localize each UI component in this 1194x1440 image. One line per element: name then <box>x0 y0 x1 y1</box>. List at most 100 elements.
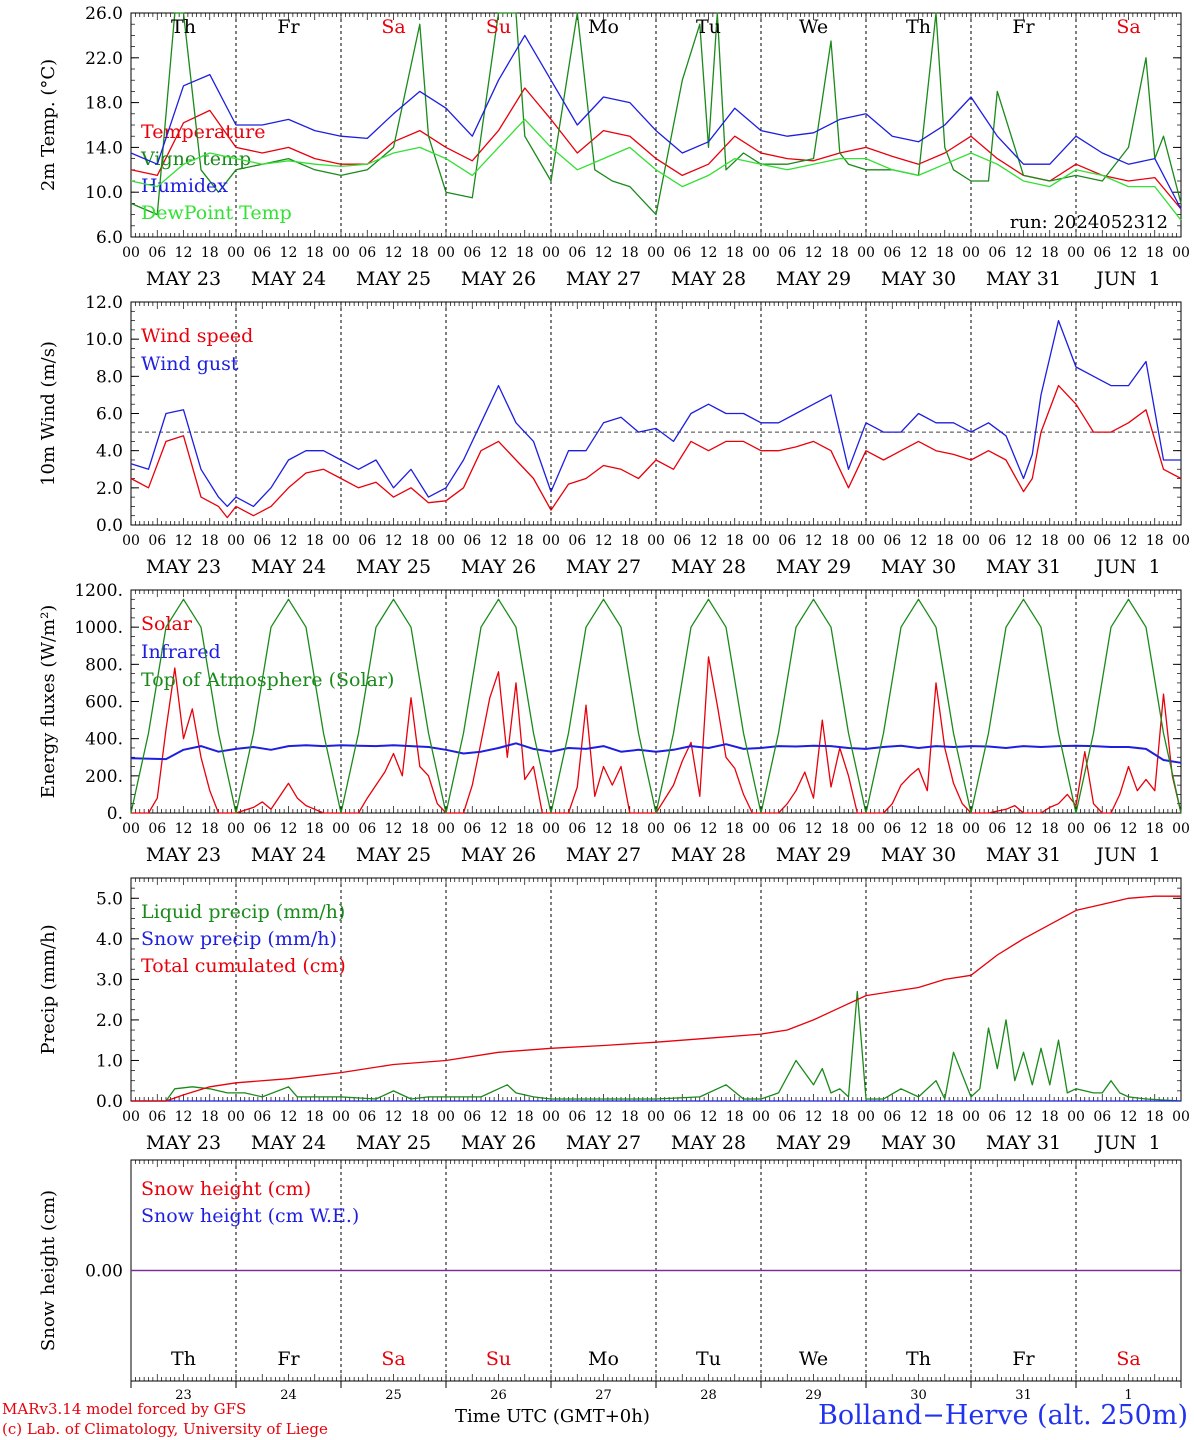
date-label: MAY 26 <box>461 844 536 866</box>
hour-tick-label: 18 <box>306 1109 324 1125</box>
hour-tick-label: 12 <box>910 821 928 837</box>
hour-tick-label: 12 <box>385 1109 403 1125</box>
hour-tick-label: 12 <box>805 245 823 261</box>
hour-tick-label: 18 <box>306 245 324 261</box>
hour-tick-label: 12 <box>1015 1109 1033 1125</box>
hour-tick-label: 00 <box>227 245 245 261</box>
hour-tick-label: 18 <box>1146 1109 1164 1125</box>
hour-tick-label: 18 <box>726 245 744 261</box>
weekday-label: Fr <box>1012 16 1035 38</box>
hour-tick-label: 12 <box>700 1109 718 1125</box>
y-tick-label: 14.0 <box>85 138 123 158</box>
legend-entry: Top of Atmosphere (Solar) <box>141 669 394 691</box>
run-label: run: 2024052312 <box>1010 212 1168 233</box>
series-line-humidex <box>130 34 1182 210</box>
legend-entry: Wind speed <box>141 325 253 347</box>
date-label: JUN 1 <box>1094 268 1160 290</box>
precip-panel: 0.0 1.0 2.0 3.0 4.0 5.0 Precip (mm/h) Liquid pr… <box>38 877 1190 1154</box>
weekday-label: Su <box>486 1348 511 1370</box>
hour-tick-label: 00 <box>122 245 140 261</box>
hour-tick-label: 00 <box>647 533 665 549</box>
hour-tick-label: 06 <box>1093 245 1111 261</box>
hour-tick-label: 06 <box>358 245 376 261</box>
hour-tick-label: 00 <box>752 533 770 549</box>
hour-tick-label: 18 <box>831 245 849 261</box>
hour-tick-label: 12 <box>805 1109 823 1125</box>
hour-tick-label: 12 <box>280 533 298 549</box>
y-tick-label: 6.0 <box>96 228 123 248</box>
weekday-label: Th <box>171 16 196 38</box>
date-label: MAY 30 <box>881 268 956 290</box>
hour-tick-label: 06 <box>358 821 376 837</box>
hour-tick-label: 00 <box>332 1109 350 1125</box>
hour-tick-label: 00 <box>1172 1109 1190 1125</box>
date-label: MAY 26 <box>461 556 536 578</box>
weekday-label: Fr <box>1012 1348 1035 1370</box>
hour-tick-label: 18 <box>726 533 744 549</box>
hour-tick-label: 12 <box>1015 821 1033 837</box>
date-label: MAY 25 <box>356 268 431 290</box>
hour-tick-label: 12 <box>1120 1109 1138 1125</box>
hour-tick-label: 12 <box>490 1109 508 1125</box>
hour-tick-label: 00 <box>1172 821 1190 837</box>
legend-entry: Wind gust <box>141 353 239 375</box>
hour-tick-label: 00 <box>1172 533 1190 549</box>
y-tick-label: 4.0 <box>96 442 123 462</box>
energy-flux-panel: 0. 200. 400. 600. 800. 1000. 1200. Energy fluxe… <box>38 581 1190 866</box>
hour-tick-label: 18 <box>516 821 534 837</box>
hour-tick-label: 06 <box>148 533 166 549</box>
day-number-label: 31 <box>1015 1388 1032 1403</box>
hour-tick-label: 00 <box>122 1109 140 1125</box>
hour-tick-label: 18 <box>726 1109 744 1125</box>
weekday-label: We <box>799 1348 828 1370</box>
hour-tick-label: 18 <box>726 821 744 837</box>
hour-tick-label: 06 <box>883 1109 901 1125</box>
hour-tick-label: 12 <box>175 1109 193 1125</box>
hour-tick-label: 18 <box>831 821 849 837</box>
date-label: MAY 25 <box>356 844 431 866</box>
hour-tick-label: 18 <box>831 533 849 549</box>
weekday-label: Fr <box>277 16 300 38</box>
date-label: MAY 30 <box>881 1132 956 1154</box>
hour-tick-label: 12 <box>910 533 928 549</box>
hour-tick-label: 00 <box>227 821 245 837</box>
day-number-label: 23 <box>175 1388 192 1403</box>
y-tick-label: 26.0 <box>85 4 123 24</box>
y-tick-label: 400. <box>85 730 123 750</box>
hour-tick-label: 12 <box>910 245 928 261</box>
y-tick-label: 800. <box>85 655 123 675</box>
y-tick-label: 18.0 <box>85 94 123 114</box>
day-number-label: 28 <box>700 1388 717 1403</box>
date-label: MAY 27 <box>566 844 641 866</box>
time-axis-label: Time UTC (GMT+0h) <box>455 1406 650 1427</box>
legend-entry: Snow precip (mm/h) <box>141 928 337 950</box>
weekday-label: Sa <box>381 1348 405 1370</box>
hour-tick-label: 12 <box>385 821 403 837</box>
legend-entry: Temperature <box>141 121 265 143</box>
hour-tick-label: 18 <box>1146 821 1164 837</box>
day-number-label: 1 <box>1124 1388 1132 1403</box>
hour-tick-label: 00 <box>962 245 980 261</box>
hour-tick-label: 18 <box>1146 533 1164 549</box>
series-line-top-of-atmosphere-solar- <box>130 598 1182 814</box>
hour-tick-label: 12 <box>385 245 403 261</box>
date-label: MAY 29 <box>776 556 851 578</box>
hour-tick-label: 18 <box>516 245 534 261</box>
hour-tick-label: 06 <box>358 533 376 549</box>
date-label: MAY 31 <box>986 844 1061 866</box>
hour-tick-label: 06 <box>988 245 1006 261</box>
hour-tick-label: 06 <box>568 1109 586 1125</box>
hour-tick-label: 12 <box>700 533 718 549</box>
hour-tick-label: 18 <box>411 1109 429 1125</box>
date-label: MAY 27 <box>566 556 641 578</box>
hour-tick-label: 00 <box>857 533 875 549</box>
hour-tick-label: 06 <box>988 533 1006 549</box>
hour-tick-label: 06 <box>463 533 481 549</box>
hour-tick-label: 18 <box>1041 245 1059 261</box>
hour-tick-label: 06 <box>463 1109 481 1125</box>
date-label: MAY 31 <box>986 556 1061 578</box>
y-tick-label: 0.0 <box>96 516 123 536</box>
date-label: MAY 28 <box>671 268 746 290</box>
y-tick-label: 6.0 <box>96 405 123 425</box>
temperature-panel: 6.0 10.0 14.0 18.0 22.0 26.0 2m Temp. (°C) Temp… <box>38 4 1190 290</box>
